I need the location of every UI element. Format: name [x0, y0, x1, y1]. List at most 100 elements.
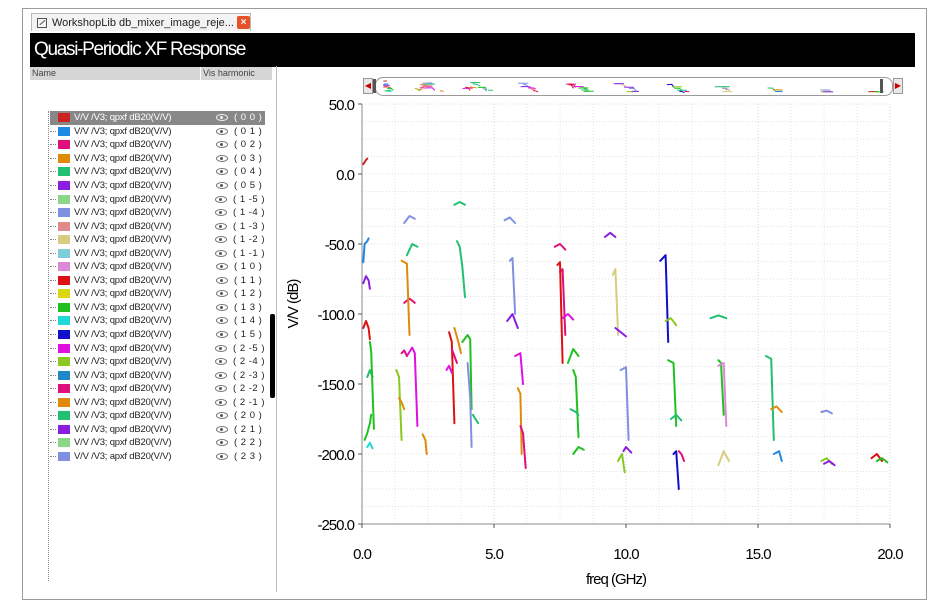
- visibility-eye-icon[interactable]: [215, 398, 228, 406]
- legend-item[interactable]: V/V /V3; qpxf dB20(V/V) ( 0 3 ): [50, 152, 265, 166]
- legend-list: V/V /V3; qpxf dB20(V/V)( 0 0 ) V/V /V3; q…: [50, 111, 265, 463]
- range-handle-right[interactable]: [880, 79, 883, 93]
- visibility-eye-icon[interactable]: [216, 452, 228, 460]
- column-separator: [200, 67, 201, 80]
- legend-item-harmonic: ( 1 -5 ): [233, 193, 265, 205]
- color-swatch: [58, 438, 70, 448]
- visibility-eye-icon[interactable]: [216, 114, 228, 122]
- visibility-eye-icon[interactable]: [216, 154, 228, 162]
- visibility-eye-icon[interactable]: [216, 303, 228, 311]
- tree-connector: [50, 266, 56, 268]
- legend-item-harmonic: ( 1 -3 ): [233, 220, 265, 232]
- legend-item[interactable]: V/V /V3; qpxf dB20(V/V) ( 1 -4 ): [50, 206, 265, 220]
- legend-item[interactable]: V/V /V3; qpxf dB20(V/V) ( 1 0 ): [50, 260, 265, 274]
- legend-item[interactable]: V/V /V3; qpxf dB20(V/V) ( 2 -3 ): [50, 368, 265, 382]
- legend-item-label: V/V /V3; apxf dB20(V/V): [74, 450, 172, 462]
- legend-item-label: V/V /V3; qpxf dB20(V/V): [74, 288, 172, 300]
- color-swatch: [58, 316, 70, 326]
- column-header-name[interactable]: Name: [32, 68, 57, 78]
- range-slider[interactable]: ◀ ▶: [363, 76, 903, 98]
- legend-item-harmonic: ( 1 2 ): [234, 288, 263, 300]
- overview-series-line: [533, 90, 539, 93]
- tree-connector: [50, 334, 56, 336]
- legend-item-label: V/V /V3; qpxf dB20(V/V): [74, 315, 172, 327]
- legend-item-label: V/V /V3; qpxf dB20(V/V): [73, 234, 172, 246]
- column-header-vis[interactable]: Vis harmonic: [203, 68, 255, 78]
- visibility-eye-icon[interactable]: [216, 168, 228, 176]
- visibility-eye-icon[interactable]: [216, 439, 228, 447]
- legend-item[interactable]: V/V /V3; qpxf dB20(V/V) ( 1 4 ): [50, 314, 265, 328]
- legend-item[interactable]: V/V /V3; qpxf dB20(V/V) ( 2 -5 ): [50, 341, 265, 355]
- legend-item-label: V/V /V3; qpxf dB20(V/V): [73, 396, 172, 408]
- visibility-eye-icon[interactable]: [216, 127, 228, 135]
- range-handle-left[interactable]: [373, 79, 376, 93]
- legend-item[interactable]: V/V /V3; qpxf dB20(V/V) ( 2 1 ): [50, 423, 265, 437]
- legend-item-label: V/V /V3; qpxf dB20(V/V): [74, 139, 172, 151]
- overview-series-line: [520, 85, 531, 88]
- legend-item-harmonic: ( 2 -3 ): [233, 369, 265, 381]
- window-tab[interactable]: WorkshopLib db_mixer_image_reje... ×: [31, 13, 251, 31]
- legend-item[interactable]: V/V /V3; qpxf dB20(V/V) ( 0 5 ): [50, 179, 265, 193]
- visibility-eye-icon[interactable]: [216, 182, 228, 189]
- tree-connector: [50, 239, 56, 241]
- visibility-eye-icon[interactable]: [216, 331, 228, 339]
- visibility-eye-icon[interactable]: [216, 290, 228, 298]
- visibility-eye-icon[interactable]: [215, 249, 228, 257]
- legend-item[interactable]: V/V /V3; qpxf dB20(V/V) ( 0 0 ): [50, 111, 265, 125]
- overview-series-line: [384, 89, 391, 92]
- visibility-eye-icon[interactable]: [216, 141, 228, 149]
- legend-item[interactable]: V/V /V3; qpxf dB20(V/V) ( 0 2 ): [50, 138, 265, 152]
- legend-item[interactable]: V/V /V3; qpxf dB20(V/V) ( 2 -2 ): [50, 382, 265, 396]
- legend-item[interactable]: V/V /V3; qpxf dB20(V/V) ( 1 -5 ): [50, 192, 265, 206]
- overview-series-line: [626, 90, 633, 93]
- legend-item[interactable]: V/V /V3; qpxf dB20(V/V) ( 1 2 ): [50, 287, 265, 301]
- tree-connector: [50, 320, 56, 322]
- scroll-left-icon[interactable]: ◀: [363, 78, 373, 94]
- visibility-eye-icon[interactable]: [216, 317, 228, 325]
- legend-item[interactable]: V/V /V3; qpxf dB20(V/V) ( 1 1 ): [50, 274, 265, 288]
- legend-item[interactable]: V/V /V3; qpxf dB20(V/V) ( 2 -4 ): [50, 355, 265, 369]
- legend-item[interactable]: V/V /V3; qpxf dB20(V/V) ( 1 5 ): [50, 328, 265, 342]
- legend-item[interactable]: V/V /V3; apxf dB20(V/V) ( 2 3 ): [50, 450, 265, 464]
- tree-connector: [50, 401, 56, 403]
- legend-item[interactable]: V/V /V3; qpxf dB20(V/V) ( 1 -1 ): [50, 246, 265, 260]
- visibility-eye-icon[interactable]: [215, 195, 228, 203]
- range-overview[interactable]: [375, 77, 893, 96]
- legend-panel: Name Vis harmonic V/V /V3; qpxf dB20(V/V…: [30, 67, 272, 593]
- legend-item-harmonic: ( 0 5 ): [234, 180, 263, 191]
- color-swatch: [57, 221, 70, 231]
- legend-item[interactable]: V/V /V3; qpxf dB20(V/V) ( 0 4 ): [50, 165, 265, 179]
- document-icon: [37, 17, 47, 28]
- legend-item-harmonic: ( 2 2 ): [234, 437, 263, 449]
- legend-item[interactable]: V/V /V3; qpxf dB20(V/V) ( 2 -1 ): [50, 395, 265, 409]
- legend-item-harmonic: ( 2 1 ): [234, 423, 263, 435]
- visibility-eye-icon[interactable]: [216, 263, 228, 271]
- legend-item[interactable]: V/V /V3; qpxf dB20(V/V) ( 0 1 ): [50, 125, 265, 139]
- legend-item[interactable]: V/V /V3; qpxf dB20(V/V) ( 1 -2 ): [50, 233, 265, 247]
- visibility-eye-icon[interactable]: [216, 276, 228, 284]
- overview-series-line: [568, 84, 574, 89]
- visibility-eye-icon[interactable]: [215, 358, 228, 366]
- visibility-eye-icon[interactable]: [215, 371, 228, 379]
- visibility-eye-icon[interactable]: [215, 209, 228, 217]
- legend-item[interactable]: V/V /V3; qpxf dB20(V/V) ( 1 3 ): [50, 301, 265, 315]
- close-icon[interactable]: ×: [237, 16, 250, 29]
- visibility-eye-icon[interactable]: [215, 236, 228, 244]
- visibility-eye-icon[interactable]: [215, 385, 228, 393]
- scroll-right-icon[interactable]: ▶: [893, 78, 903, 94]
- legend-item[interactable]: V/V /V3; qpxf dB20(V/V) ( 1 -3 ): [50, 219, 265, 233]
- legend-item-label: V/V /V3; qpxf dB20(V/V): [74, 274, 172, 286]
- legend-item[interactable]: V/V /V3; qpxf dB20(V/V) ( 2 2 ): [50, 436, 265, 450]
- panel-splitter[interactable]: [276, 66, 277, 592]
- visibility-eye-icon[interactable]: [216, 425, 228, 433]
- visibility-eye-icon[interactable]: [215, 344, 228, 352]
- legend-item-harmonic: ( 1 3 ): [234, 301, 263, 313]
- legend-item[interactable]: V/V /V3; qpxf dB20(V/V) ( 2 0 ): [50, 409, 265, 423]
- visibility-eye-icon[interactable]: [216, 412, 228, 420]
- color-swatch: [58, 451, 70, 461]
- color-swatch: [57, 194, 70, 204]
- color-swatch: [58, 302, 70, 312]
- legend-scrollbar[interactable]: [270, 314, 275, 398]
- visibility-eye-icon[interactable]: [215, 222, 228, 230]
- legend-item-harmonic: ( 0 1 ): [234, 125, 263, 137]
